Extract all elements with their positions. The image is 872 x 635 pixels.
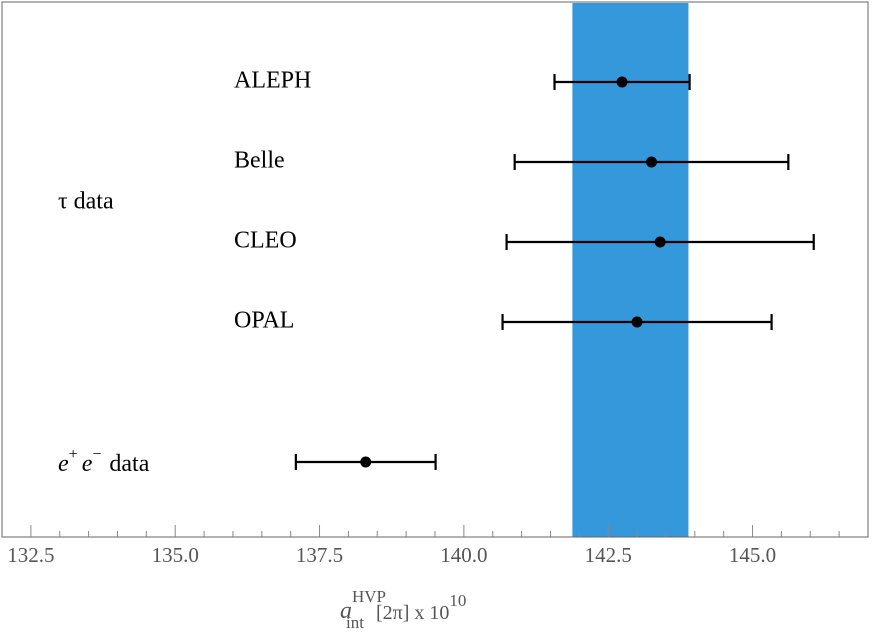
- point: [646, 156, 657, 168]
- row-label: Belle: [234, 148, 285, 174]
- x-tick-label: 140.0: [440, 543, 487, 567]
- x-tick-label: 145.0: [729, 543, 776, 567]
- row-label: ALEPH: [234, 68, 311, 94]
- point: [654, 236, 666, 248]
- group-label: e+ e− data: [58, 446, 150, 477]
- label-part: −: [92, 446, 101, 463]
- label-part: e: [58, 451, 69, 477]
- label-part: e: [82, 451, 93, 477]
- x-axis-label: aHVP int [2π] x 1010: [340, 587, 466, 632]
- point: [631, 316, 643, 328]
- group-label: τ data: [58, 189, 114, 215]
- label-part: HVP: [352, 587, 386, 606]
- point: [616, 76, 628, 88]
- plot-area: [572, 3, 689, 537]
- label-part: data: [109, 451, 149, 477]
- x-tick-label: 135.0: [152, 543, 199, 567]
- reference-band: [572, 3, 689, 537]
- x-tick-label: 137.5: [296, 543, 343, 567]
- label-part: [2π] x 10: [376, 602, 449, 624]
- x-tick-label: 142.5: [585, 543, 632, 567]
- label-part: a: [340, 598, 352, 624]
- point: [360, 456, 372, 468]
- row-label: CLEO: [234, 228, 297, 254]
- row-label: OPAL: [234, 308, 294, 334]
- label-part: int: [346, 613, 364, 632]
- x-tick-label: 132.5: [7, 543, 54, 567]
- label-part: +: [69, 446, 78, 463]
- label-part: 10: [449, 591, 466, 610]
